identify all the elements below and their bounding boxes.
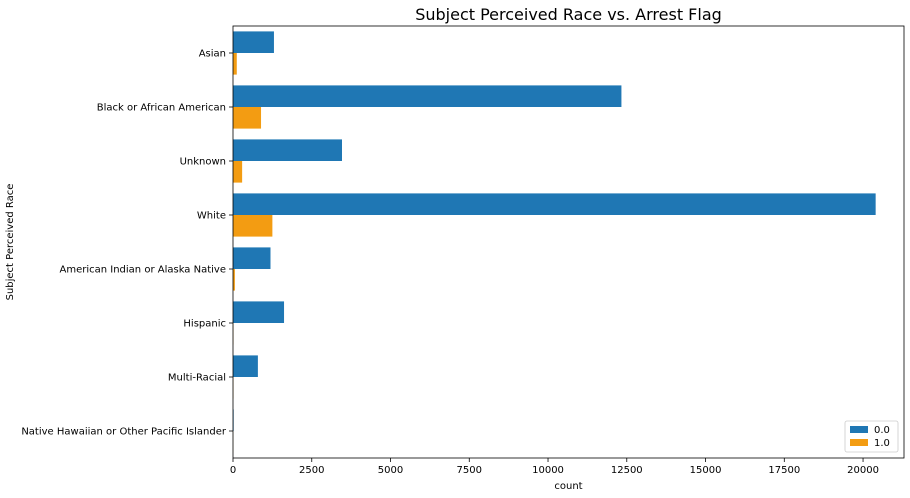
ticks-group: Asian Black or African American Unknown Whi… [21, 49, 879, 477]
x-tick-label: 7500 [457, 465, 482, 476]
y-tick-label: Native Hawaiian or Other Pacific Islande… [21, 427, 227, 438]
x-tick-label: 0 [230, 465, 236, 476]
legend-swatch-0-0 [850, 426, 868, 433]
bar-0-0-6 [233, 355, 258, 377]
y-tick-label: Multi-Racial [168, 373, 226, 384]
bar-0-0-0 [233, 31, 274, 53]
x-tick-label: 10000 [532, 465, 564, 476]
bar-1-0-3 [233, 215, 273, 237]
y-tick-label: American Indian or Alaska Native [60, 265, 227, 276]
legend-label-1-0: 1.0 [874, 438, 890, 449]
legend-box [844, 420, 899, 453]
bars-group [233, 31, 876, 453]
legend-swatch-1-0 [850, 439, 868, 446]
x-tick-label: 12500 [611, 465, 643, 476]
y-tick-label: White [197, 211, 226, 222]
bar-1-0-1 [233, 107, 262, 129]
chart-title: Subject Perceived Race vs. Arrest Flag [415, 5, 722, 24]
y-tick-label: Asian [199, 49, 226, 60]
bar-0-0-4 [233, 247, 271, 269]
y-axis-label: Subject Perceived Race [5, 184, 16, 301]
x-tick-label: 20000 [847, 465, 879, 476]
plot-frame [232, 25, 905, 459]
x-tick-label: 5000 [378, 465, 403, 476]
legend: 0.01.0 [844, 420, 899, 453]
bar-1-0-4 [233, 269, 235, 291]
x-axis-label: count [554, 481, 582, 492]
legend-label-0-0: 0.0 [874, 425, 890, 436]
bar-1-0-0 [233, 53, 237, 75]
y-tick-label: Unknown [180, 157, 226, 168]
x-tick-label: 2500 [299, 465, 324, 476]
bar-0-0-1 [233, 85, 622, 107]
y-tick-label: Black or African American [97, 103, 226, 114]
bar-0-0-2 [233, 139, 342, 161]
x-tick-label: 15000 [690, 465, 722, 476]
bar-0-0-3 [233, 193, 876, 215]
y-tick-label: Hispanic [183, 319, 226, 330]
bar-0-0-5 [233, 301, 285, 323]
bar-1-0-2 [233, 161, 243, 183]
x-tick-label: 17500 [768, 465, 800, 476]
